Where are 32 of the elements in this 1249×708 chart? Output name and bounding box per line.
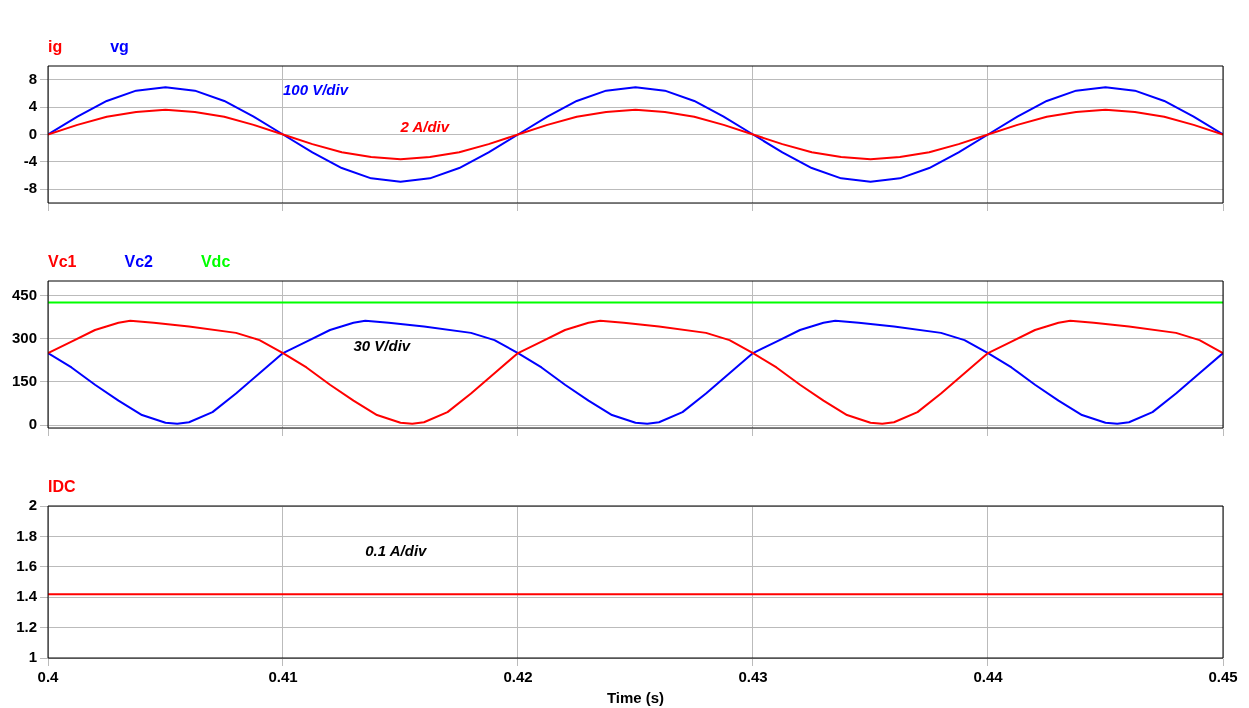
y-tick-label: 300 xyxy=(11,328,37,346)
y-tick-label: 0 xyxy=(28,124,37,142)
y-tick-label: 1 xyxy=(28,648,37,666)
y-tick-label: 2 xyxy=(28,496,37,514)
text: Vc2 xyxy=(124,253,154,271)
y-tick-label: 450 xyxy=(11,285,37,303)
x-tick-label: 0.45 xyxy=(1208,668,1238,686)
y-tick-label: 1.6 xyxy=(16,556,37,574)
text: Vdc xyxy=(200,253,231,271)
y-tick-label: 0 xyxy=(28,415,37,433)
text: vg xyxy=(110,38,129,56)
y-tick-label: 4 xyxy=(28,97,38,115)
annotation: 2 A/div xyxy=(399,117,451,135)
x-tick-label: 0.4 xyxy=(37,668,60,686)
y-tick-label: 1.2 xyxy=(16,617,37,635)
text: IDC xyxy=(48,478,76,496)
x-tick-label: 0.44 xyxy=(973,668,1004,686)
text: ig xyxy=(48,38,63,56)
y-tick-label: 1.4 xyxy=(16,587,38,605)
y-tick-label: -8 xyxy=(23,179,37,197)
x-axis-title: Time (s) xyxy=(606,689,665,707)
annotation: 100 V/div xyxy=(283,80,350,98)
y-tick-label: 1.8 xyxy=(16,526,37,544)
annotation: 0.1 A/div xyxy=(365,541,429,559)
y-tick-label: 8 xyxy=(28,69,37,87)
x-tick-label: 0.43 xyxy=(738,668,768,686)
x-tick-label: 0.41 xyxy=(268,668,298,686)
annotation: 30 V/div xyxy=(353,337,412,355)
y-tick-label: 150 xyxy=(11,372,37,390)
text: Vc1 xyxy=(48,253,77,271)
y-tick-label: -4 xyxy=(23,152,38,170)
x-tick-label: 0.42 xyxy=(503,668,533,686)
